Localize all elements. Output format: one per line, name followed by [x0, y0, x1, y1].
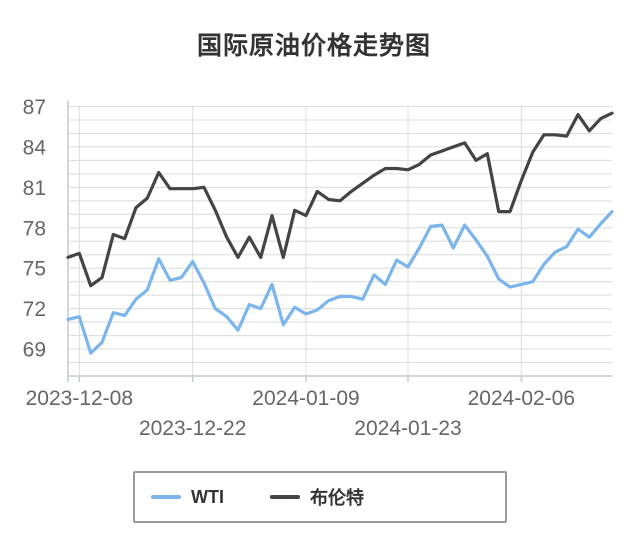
x-axis-label: 2024-01-23 — [354, 417, 461, 440]
x-axis-label: 2023-12-08 — [26, 387, 133, 410]
brent-legend-label: 布伦特 — [310, 488, 364, 508]
y-axis-label: 72 — [23, 298, 46, 321]
y-axis-label: 75 — [23, 258, 46, 281]
brent-series-line — [66, 111, 614, 288]
legend: WTI 布伦特 — [133, 471, 507, 523]
legend-item-brent[interactable]: 布伦特 — [270, 484, 364, 510]
y-axis-label: 81 — [23, 177, 46, 200]
brent-line-swatch-icon — [270, 495, 300, 499]
y-axis-label: 78 — [23, 217, 46, 240]
y-axis-label: 87 — [23, 96, 46, 119]
legend-item-wti[interactable]: WTI — [151, 487, 224, 508]
y-axis-label: 69 — [23, 339, 46, 362]
wti-line-swatch-icon — [151, 495, 181, 499]
wti-series-line — [66, 210, 614, 355]
x-axis-label: 2024-01-09 — [252, 387, 359, 410]
x-axis-label: 2023-12-22 — [139, 417, 246, 440]
chart-title: 国际原油价格走势图 — [196, 32, 431, 60]
x-axis-label: 2024-02-06 — [468, 387, 575, 410]
wti-legend-label: WTI — [191, 486, 224, 507]
y-axis-label: 84 — [23, 136, 47, 159]
